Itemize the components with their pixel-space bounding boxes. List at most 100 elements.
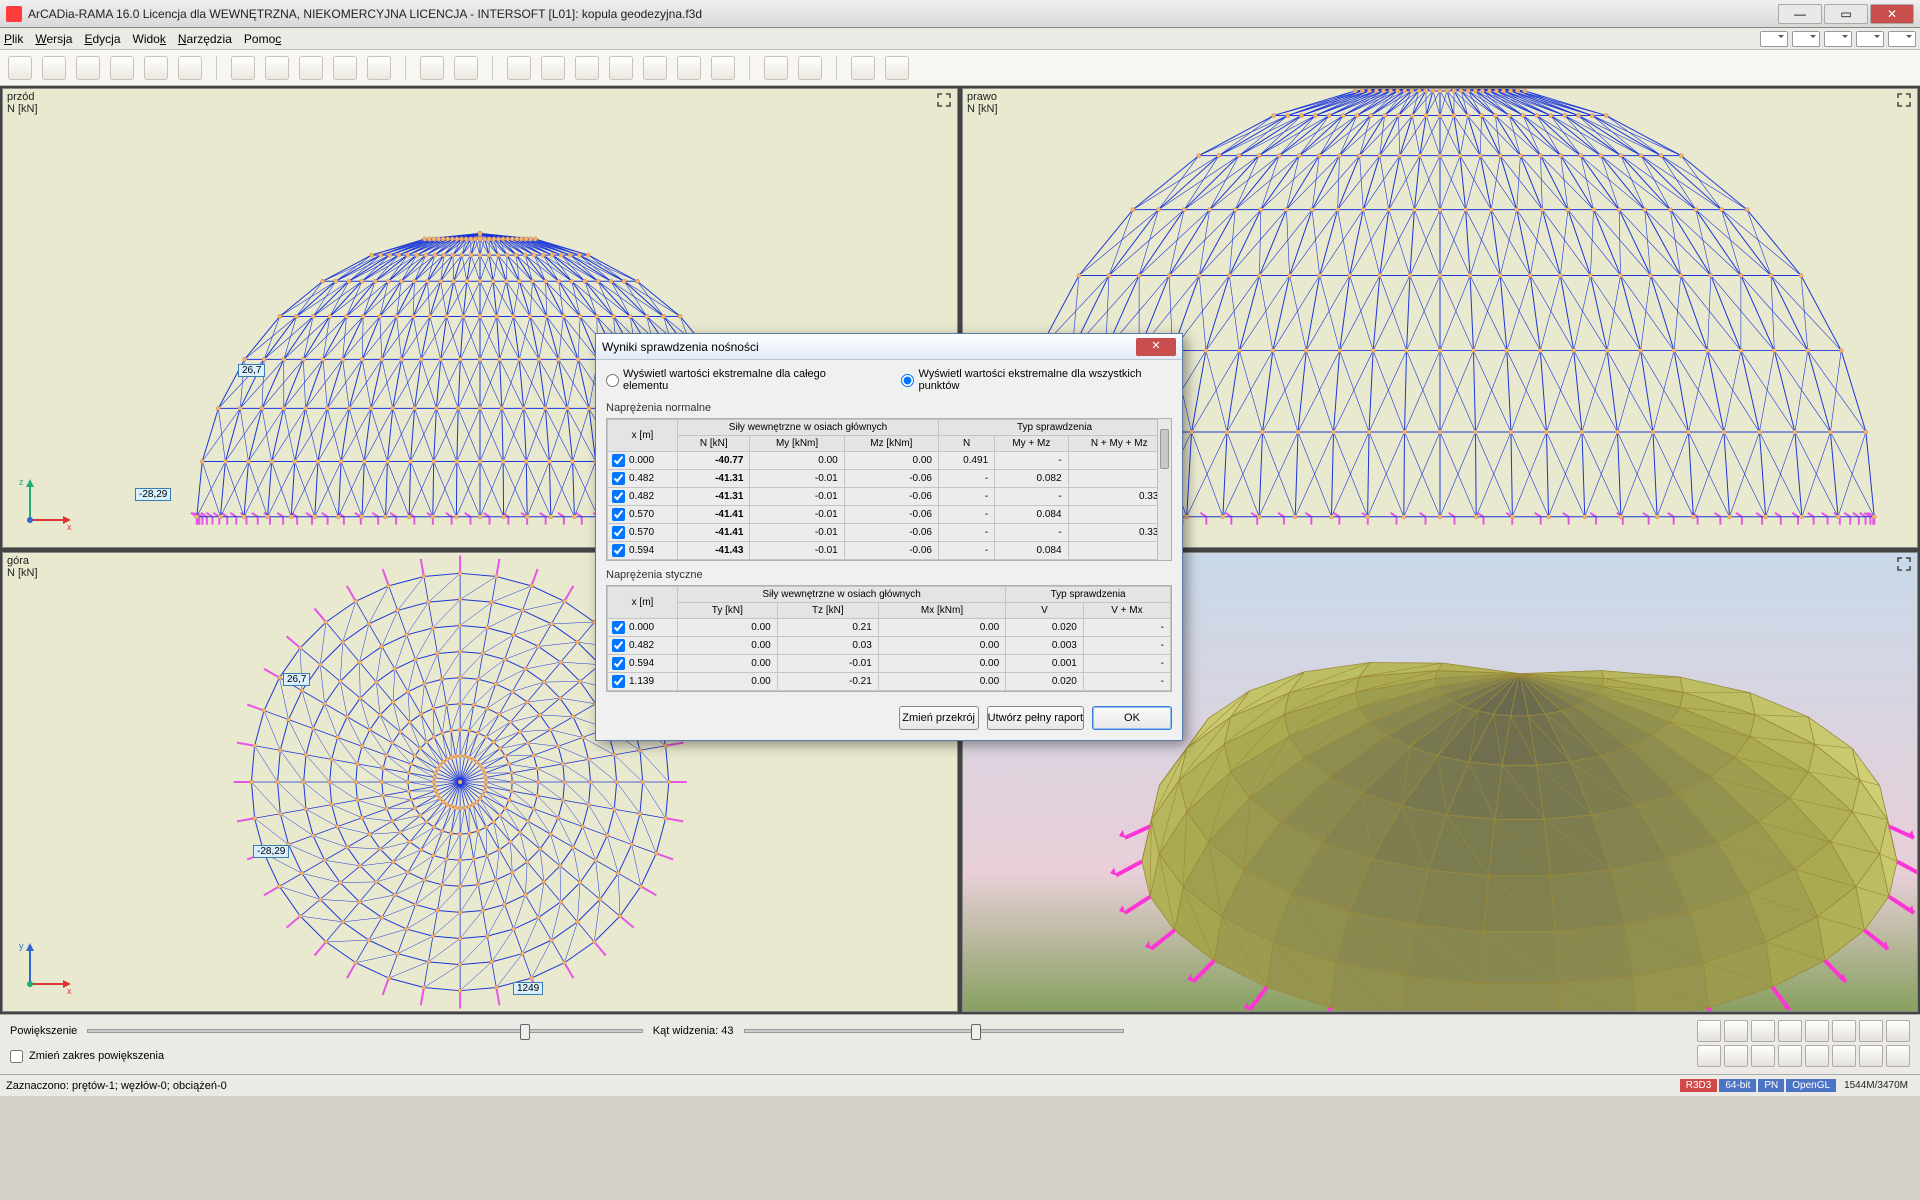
separator (405, 56, 406, 80)
view-toggle-1[interactable] (1760, 31, 1788, 47)
angle-label: Kąt widzenia: 43 (653, 1025, 734, 1037)
tb-calc[interactable] (764, 56, 788, 80)
tb-saveas[interactable] (110, 56, 134, 80)
table-row[interactable]: 0.482-41.31-0.01-0.06--0.332 (608, 488, 1171, 506)
dialog-titlebar[interactable]: Wyniki sprawdzenia nośności ✕ (596, 334, 1182, 360)
table-row[interactable]: 0.594-41.43-0.01-0.06-0.084- (608, 542, 1171, 560)
table-row[interactable]: 0.5940.00-0.010.000.001- (608, 655, 1171, 673)
status-pn: PN (1758, 1079, 1784, 1092)
tb-filter[interactable] (541, 56, 565, 80)
nav2-btn-4[interactable] (1778, 1045, 1802, 1067)
nav2-btn-8[interactable] (1886, 1045, 1910, 1067)
zoom-slider[interactable] (87, 1029, 643, 1033)
value-tag: -28,29 (135, 488, 171, 501)
change-section-button[interactable]: Zmień przekrój (899, 706, 979, 730)
nav2-btn-2[interactable] (1724, 1045, 1748, 1067)
value-tag: -28,29 (253, 845, 289, 858)
tb-copy[interactable] (231, 56, 255, 80)
tb-print[interactable] (178, 56, 202, 80)
tb-redo[interactable] (454, 56, 478, 80)
nav2-btn-6[interactable] (1832, 1045, 1856, 1067)
nav2-btn-3[interactable] (1751, 1045, 1775, 1067)
status-bar: Zaznaczono: prętów-1; węzłów-0; obciążeń… (0, 1074, 1920, 1096)
table-row[interactable]: 0.4820.000.030.000.003- (608, 637, 1171, 655)
table-row[interactable]: 0.482-41.31-0.01-0.06-0.082- (608, 470, 1171, 488)
tb-new[interactable] (8, 56, 32, 80)
angle-slider[interactable] (744, 1029, 1124, 1033)
table-normal-stress: x [m]Siły wewnętrzne w osiach głównychTy… (606, 418, 1172, 561)
tb-delete[interactable] (367, 56, 391, 80)
nav-btn-6[interactable] (1832, 1020, 1856, 1042)
results-dialog: Wyniki sprawdzenia nośności ✕ Wyświetl w… (595, 333, 1183, 741)
bottom-control-bar: Powiększenie Kąt widzenia: 43 Zmień zakr… (0, 1014, 1920, 1074)
table-row[interactable]: 0.0000.000.210.000.020- (608, 619, 1171, 637)
nav-btn-2[interactable] (1724, 1020, 1748, 1042)
table-row[interactable]: 0.570-41.41-0.01-0.06--0.334 (608, 524, 1171, 542)
tb-export[interactable] (144, 56, 168, 80)
view-toggle-3[interactable] (1824, 31, 1852, 47)
status-opengl: OpenGL (1786, 1079, 1836, 1092)
nav-btn-5[interactable] (1805, 1020, 1829, 1042)
tb-cut[interactable] (299, 56, 323, 80)
maximize-button[interactable]: ▭ (1824, 4, 1868, 24)
window-title: ArCADia-RAMA 16.0 Licencja dla WEWNĘTRZN… (28, 7, 1778, 21)
window-titlebar: ArCADia-RAMA 16.0 Licencja dla WEWNĘTRZN… (0, 0, 1920, 28)
nav2-btn-1[interactable] (1697, 1045, 1721, 1067)
menu-widok[interactable]: Widok (133, 32, 166, 46)
nav2-btn-7[interactable] (1859, 1045, 1883, 1067)
svg-text:x: x (67, 986, 72, 996)
nav-btn-8[interactable] (1886, 1020, 1910, 1042)
radio-extremal-all-points[interactable]: Wyświetl wartości ekstremalne dla wszyst… (901, 368, 1172, 392)
tb-grid[interactable] (507, 56, 531, 80)
status-memory: 1544M/3470M (1838, 1079, 1914, 1092)
create-report-button[interactable]: Utwórz pełny raport (987, 706, 1084, 730)
tb-wrench[interactable] (851, 56, 875, 80)
menu-wersja[interactable]: Wersja (35, 32, 72, 46)
tb-undo[interactable] (420, 56, 444, 80)
tb-table[interactable] (609, 56, 633, 80)
radio-extremal-element[interactable]: Wyświetl wartości ekstremalne dla całego… (606, 368, 861, 392)
menu-edycja[interactable]: Edycja (84, 32, 120, 46)
value-tag: 26,7 (238, 364, 265, 377)
menu-pomoc[interactable]: Pomoc (244, 32, 281, 46)
tb-check[interactable] (711, 56, 735, 80)
minimize-button[interactable]: — (1778, 4, 1822, 24)
close-button[interactable]: ✕ (1870, 4, 1914, 24)
nav-btn-1[interactable] (1697, 1020, 1721, 1042)
svg-text:y: y (19, 941, 24, 951)
section-normal-stress: Naprężenia normalne (606, 402, 1172, 414)
table-row[interactable]: 0.000-40.770.000.000.491-- (608, 452, 1171, 470)
nav-btn-4[interactable] (1778, 1020, 1802, 1042)
menu-plik[interactable]: Plik (4, 32, 23, 46)
tb-save[interactable] (76, 56, 100, 80)
view-toggle-4[interactable] (1856, 31, 1884, 47)
zoom-label: Powiększenie (10, 1025, 77, 1037)
axes-icon: zx (15, 475, 75, 535)
menu-narzedzia[interactable]: Narzędzia (178, 32, 232, 46)
tb-move[interactable] (333, 56, 357, 80)
tb-open[interactable] (42, 56, 66, 80)
dialog-close-button[interactable]: ✕ (1136, 338, 1176, 356)
scrollbar[interactable] (1157, 419, 1171, 560)
zoom-range-checkbox[interactable] (10, 1050, 23, 1063)
view-toggle-2[interactable] (1792, 31, 1820, 47)
separator (216, 56, 217, 80)
tb-paste[interactable] (265, 56, 289, 80)
nav2-btn-5[interactable] (1805, 1045, 1829, 1067)
nav-btn-7[interactable] (1859, 1020, 1883, 1042)
tb-results[interactable] (798, 56, 822, 80)
axes-icon: yx (15, 939, 75, 999)
tb-report[interactable] (677, 56, 701, 80)
ok-button[interactable]: OK (1092, 706, 1172, 730)
table-row[interactable]: 0.570-41.41-0.01-0.06-0.084- (608, 506, 1171, 524)
view-toggle-5[interactable] (1888, 31, 1916, 47)
tb-help[interactable] (885, 56, 909, 80)
table-shear-stress: x [m]Siły wewnętrzne w osiach głównychTy… (606, 585, 1172, 692)
value-tag: 1249 (513, 982, 543, 995)
nav-btn-3[interactable] (1751, 1020, 1775, 1042)
status-r3d3: R3D3 (1680, 1079, 1718, 1092)
tb-settings[interactable] (575, 56, 599, 80)
tb-3d[interactable] (643, 56, 667, 80)
table-row[interactable]: 1.1390.00-0.210.000.020- (608, 673, 1171, 691)
section-shear-stress: Naprężenia styczne (606, 569, 1172, 581)
